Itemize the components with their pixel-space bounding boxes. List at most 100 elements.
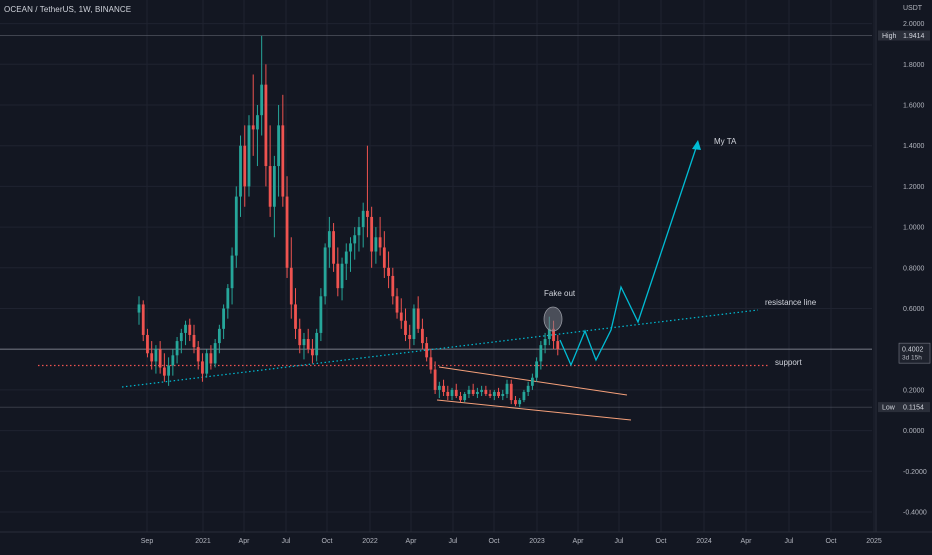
candle[interactable] (543, 332, 547, 354)
candle[interactable] (209, 345, 213, 370)
candle[interactable] (382, 231, 386, 278)
candle[interactable] (323, 243, 327, 305)
candle[interactable] (353, 227, 357, 260)
candle[interactable] (340, 257, 344, 301)
candle[interactable] (454, 383, 458, 399)
candle[interactable] (480, 385, 484, 397)
candle[interactable] (505, 379, 509, 399)
candle[interactable] (421, 318, 424, 350)
candle[interactable] (226, 284, 230, 319)
candle[interactable] (332, 223, 335, 272)
candle[interactable] (526, 381, 530, 397)
candle[interactable] (497, 387, 500, 399)
candle[interactable] (349, 237, 352, 272)
candle[interactable] (488, 389, 492, 399)
candle[interactable] (501, 389, 505, 401)
candle[interactable] (429, 349, 433, 374)
candle[interactable] (192, 324, 196, 354)
candle[interactable] (327, 216, 331, 268)
candle[interactable] (374, 227, 378, 264)
candle[interactable] (201, 353, 204, 382)
candle[interactable] (298, 318, 302, 354)
candle[interactable] (175, 336, 179, 364)
candle[interactable] (425, 336, 429, 362)
candle[interactable] (522, 389, 526, 403)
candle[interactable] (450, 387, 454, 401)
candle[interactable] (476, 387, 479, 399)
candle[interactable] (150, 341, 154, 370)
candle[interactable] (217, 324, 221, 354)
projection-path[interactable] (559, 141, 699, 367)
candle[interactable] (399, 298, 403, 329)
candle[interactable] (222, 304, 225, 340)
candle[interactable] (514, 396, 517, 407)
candle[interactable] (404, 308, 407, 342)
candle[interactable] (188, 318, 192, 342)
candle[interactable] (230, 247, 234, 305)
candle[interactable] (171, 349, 175, 376)
candle[interactable] (179, 328, 183, 354)
candle[interactable] (281, 94, 285, 207)
candle[interactable] (459, 391, 462, 403)
candle[interactable] (154, 345, 158, 374)
candle[interactable] (158, 341, 162, 374)
candle[interactable] (378, 216, 382, 256)
candle[interactable] (484, 385, 488, 397)
candle[interactable] (315, 328, 319, 362)
candle[interactable] (467, 385, 471, 399)
candle[interactable] (162, 353, 166, 382)
candle[interactable] (463, 391, 467, 403)
candle[interactable] (184, 320, 187, 346)
resistance-trendline[interactable] (121, 309, 759, 388)
candle[interactable] (539, 341, 543, 370)
candle[interactable] (416, 296, 420, 333)
fake-out-marker[interactable] (543, 306, 563, 332)
candle[interactable] (361, 202, 365, 248)
candle[interactable] (471, 383, 475, 397)
candle[interactable] (387, 251, 390, 289)
candle[interactable] (306, 328, 310, 354)
candle[interactable] (251, 74, 255, 156)
candle[interactable] (141, 300, 145, 342)
candle[interactable] (311, 339, 314, 364)
candle[interactable] (234, 186, 238, 268)
candle[interactable] (357, 216, 361, 252)
candle[interactable] (492, 389, 496, 401)
candle[interactable] (344, 243, 348, 281)
candle[interactable] (264, 64, 268, 187)
candle[interactable] (395, 288, 399, 319)
candle[interactable] (213, 339, 217, 368)
candle[interactable] (556, 334, 560, 356)
candle[interactable] (366, 145, 369, 238)
candle[interactable] (256, 105, 259, 167)
candle[interactable] (294, 288, 297, 340)
candle[interactable] (205, 349, 209, 378)
candle[interactable] (302, 332, 306, 360)
candle[interactable] (285, 176, 289, 278)
candle[interactable] (272, 155, 276, 238)
candle[interactable] (535, 357, 539, 382)
candle[interactable] (391, 267, 395, 305)
candle[interactable] (408, 324, 412, 350)
candle[interactable] (268, 125, 272, 217)
candle[interactable] (509, 379, 513, 405)
candle[interactable] (370, 206, 374, 268)
candle[interactable] (260, 35, 264, 136)
candle[interactable] (239, 135, 242, 217)
candle[interactable] (336, 247, 340, 297)
candle[interactable] (289, 237, 293, 319)
candle[interactable] (247, 115, 251, 197)
candle[interactable] (518, 398, 522, 408)
candle[interactable] (167, 357, 171, 386)
candle[interactable] (442, 379, 445, 397)
candle[interactable] (530, 373, 534, 390)
candle[interactable] (146, 328, 149, 358)
candle[interactable] (433, 361, 437, 394)
candle[interactable] (437, 381, 441, 399)
candle[interactable] (277, 105, 280, 197)
symbol-title[interactable]: OCEAN / TetherUS, 1W, BINANCE (4, 5, 132, 14)
candle[interactable] (137, 296, 141, 325)
candle[interactable] (319, 288, 323, 342)
